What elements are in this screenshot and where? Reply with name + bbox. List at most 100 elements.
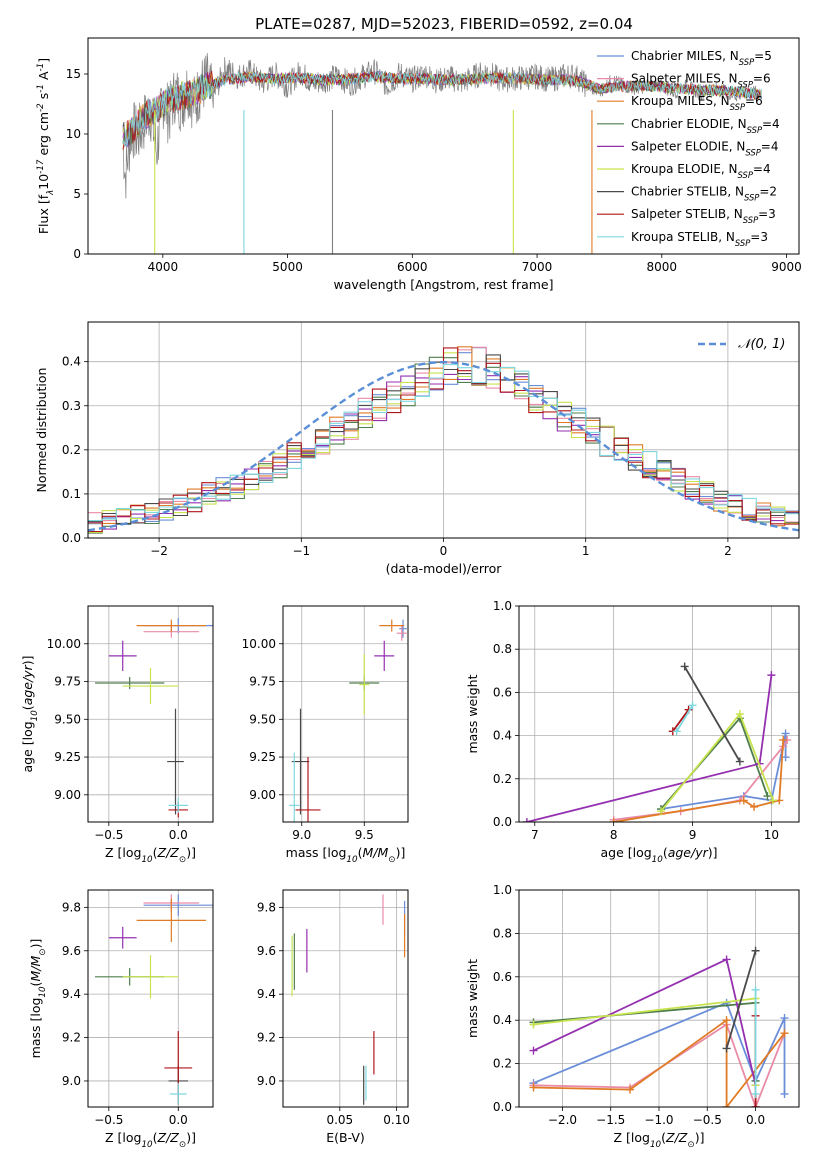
legend-entry: Salpeter ELODIE, NSSP=4: [631, 139, 779, 157]
plot-area: [522, 662, 792, 822]
mass-weight-marker: [780, 1089, 789, 1098]
axes-frame: [87, 889, 214, 1108]
y-tick-label: 9.2: [257, 1031, 276, 1045]
y-axis-label: mass weight: [465, 674, 480, 753]
y-tick-label: 0.8: [493, 926, 512, 940]
y-tick-label: 10: [66, 127, 81, 141]
y-tick-label: 9.8: [257, 900, 276, 914]
mass-weight-line: [672, 709, 690, 732]
legend-entry: Chabrier MILES, NSSP=5: [631, 49, 772, 67]
y-tick-label: 9.0: [257, 1074, 276, 1088]
x-tick-label: 9: [689, 828, 697, 842]
axes-frame: [518, 605, 800, 823]
x-tick-label: −2: [150, 544, 168, 558]
data-point: [374, 640, 395, 671]
plot-area: [291, 894, 406, 1105]
x-tick-label: −2.0: [548, 1113, 577, 1127]
mass-weight-marker: [529, 1046, 538, 1055]
y-tick-label: 0.2: [493, 772, 512, 786]
x-axis-label: mass [log10(M/M⊙)]: [286, 845, 406, 865]
data-point: [396, 625, 407, 641]
mass-weight-line: [675, 704, 694, 732]
x-tick-label: 4000: [148, 260, 179, 274]
plot-area: [94, 894, 213, 1105]
axes-frame: [282, 889, 409, 1108]
y-tick-label: 9.6: [257, 944, 276, 958]
y-axis-label: age [log10(age/yr)]: [20, 655, 40, 772]
x-tick-label: 9.5: [355, 828, 374, 842]
y-tick-label: 9.50: [54, 712, 81, 726]
data-point: [359, 654, 370, 715]
x-tick-label: 10: [764, 828, 779, 842]
mass-weight-marker: [672, 727, 681, 736]
y-tick-label: 1.0: [493, 599, 512, 613]
data-point: [143, 894, 213, 917]
y-tick-label: 9.50: [249, 712, 276, 726]
legend-entry: 𝒩(0, 1): [738, 337, 785, 352]
y-tick-label: 1.0: [493, 883, 512, 897]
plot-area: [94, 618, 213, 818]
data-point: [169, 1083, 187, 1105]
y-tick-label: 9.25: [249, 750, 276, 764]
axes-frame: [518, 889, 800, 1108]
mass-weight-marker: [722, 1103, 731, 1107]
x-tick-label: 8: [610, 828, 618, 842]
mass-vs-ebv-panel: 0.05 0.10 9.0 9.2 9.4 9.6 9.8 E(B-V): [257, 889, 410, 1145]
mass-weight-vs-metallicity-panel: −2.0 −1.5 −1.0 −0.5 0.0 0.0 0.2 0.4 0.6 0.8 1.0 Z […: [465, 883, 800, 1150]
mass-weight-marker: [522, 818, 531, 822]
x-tick-label: 6000: [397, 260, 428, 274]
x-tick-label: 0.05: [326, 1113, 353, 1127]
y-tick-label: 9.75: [54, 675, 81, 689]
data-point: [379, 619, 405, 632]
y-tick-label: 9.75: [249, 675, 276, 689]
x-tick-label: −0.5: [94, 1113, 123, 1127]
x-tick-label: 7: [531, 828, 539, 842]
mass-weight-marker: [780, 1029, 789, 1038]
x-axis-label: (data-model)/error: [386, 561, 503, 576]
legend-entry: Kroupa MILES, NSSP=6: [631, 94, 763, 112]
x-tick-label: −1.5: [596, 1113, 625, 1127]
y-tick-label: 9.4: [62, 987, 81, 1001]
axes-frame: [87, 321, 800, 539]
x-tick-label: 0.0: [169, 1113, 188, 1127]
y-tick-label: 0.2: [62, 443, 81, 457]
mass-weight-marker: [626, 1085, 635, 1094]
y-tick-label: 0.4: [493, 729, 512, 743]
y-tick-label: 0.4: [493, 1013, 512, 1027]
data-point: [122, 667, 179, 705]
mass-weight-marker: [751, 946, 760, 955]
mass-vs-metallicity-panel: −0.5 0.0 9.0 9.2 9.4 9.6 9.8 Z [log10(Z/Z⊙)] mas…: [28, 889, 214, 1150]
y-tick-label: 9.0: [62, 1074, 81, 1088]
mass-weight-marker: [722, 1016, 731, 1025]
x-tick-label: 8000: [647, 260, 678, 274]
y-tick-label: 10.00: [242, 637, 276, 651]
y-tick-label: 15: [66, 67, 81, 81]
y-tick-label: 9.00: [54, 788, 81, 802]
mass-weight-marker: [735, 757, 744, 766]
data-point: [94, 676, 165, 690]
axes-frame: [87, 605, 214, 823]
x-axis-label: age [log10(age/yr)]: [600, 845, 717, 865]
y-axis-label: mass weight: [465, 959, 480, 1038]
mass-weight-marker: [735, 710, 744, 718]
y-tick-label: 0.0: [493, 815, 512, 829]
plot-area: [122, 52, 762, 254]
y-tick-label: 10.00: [47, 637, 81, 651]
x-tick-label: 5000: [272, 260, 303, 274]
x-tick-label: 7000: [522, 260, 553, 274]
mass-weight-marker: [780, 1014, 789, 1023]
model-spectrum-line: [122, 70, 762, 147]
y-tick-label: 0.2: [493, 1057, 512, 1071]
x-tick-label: 0.10: [383, 1113, 410, 1127]
data-point: [295, 757, 321, 822]
x-axis-label: Z [log10(Z/Z⊙)]: [105, 845, 196, 865]
plot-area: [529, 946, 789, 1107]
model-spectrum-line: [122, 70, 762, 150]
x-tick-label: 0.0: [746, 1113, 765, 1127]
y-tick-label: 9.6: [62, 944, 81, 958]
y-tick-label: 0: [73, 247, 81, 261]
y-axis-label: Normed distribution: [34, 368, 49, 493]
y-tick-label: 0.3: [62, 399, 81, 413]
x-tick-label: −1: [292, 544, 310, 558]
